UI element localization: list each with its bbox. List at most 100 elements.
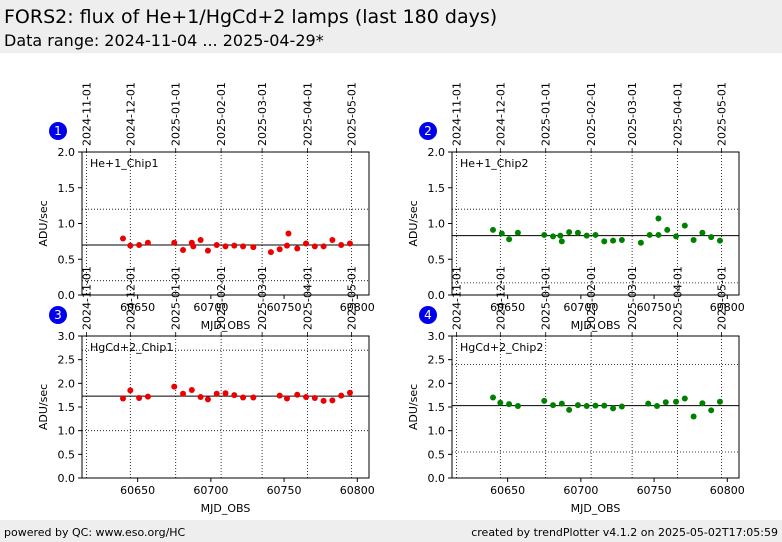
- date-tick-label: 2024-11-01: [80, 266, 93, 330]
- panel-number: 3: [54, 308, 62, 322]
- x-tick-label: 60700: [193, 301, 228, 314]
- data-point: [222, 390, 229, 397]
- data-point: [250, 394, 257, 401]
- panel-number: 1: [54, 124, 62, 138]
- date-tick-label: 2025-03-01: [256, 266, 269, 330]
- date-tick-label: 2025-04-01: [672, 82, 685, 146]
- data-point: [250, 244, 257, 251]
- y-axis-label: ADU/sec: [37, 200, 50, 246]
- data-point: [346, 240, 353, 247]
- y-tick-label: 0.5: [58, 448, 76, 461]
- data-point: [197, 236, 204, 243]
- y-tick-label: 1.5: [428, 182, 446, 195]
- data-point: [610, 405, 617, 412]
- data-point: [120, 235, 126, 242]
- date-tick-label: 2025-02-01: [215, 82, 228, 146]
- data-point: [120, 395, 126, 402]
- data-point: [566, 229, 573, 236]
- data-point: [204, 396, 211, 403]
- data-point: [566, 406, 573, 413]
- data-point: [716, 398, 723, 405]
- data-point: [655, 231, 662, 238]
- panel-4: 2024-11-01 2024-12-01 2025-01-01 2025-02-01…: [407, 266, 745, 515]
- data-point: [637, 239, 644, 246]
- data-point: [171, 383, 178, 390]
- y-axis-label: ADU/sec: [407, 200, 420, 246]
- date-tick-label: 2025-01-01: [540, 82, 553, 146]
- data-point: [294, 391, 301, 398]
- page-subtitle: Data range: 2024-11-04 ... 2025-04-29*: [4, 31, 324, 50]
- panel-number: 2: [424, 124, 432, 138]
- data-point: [601, 238, 608, 245]
- plot-frame: [81, 335, 370, 479]
- data-point: [303, 394, 310, 401]
- x-tick-label: 60700: [563, 484, 598, 497]
- y-tick-label: 3.0: [58, 330, 76, 343]
- x-tick-label: 60800: [710, 301, 745, 314]
- data-point: [284, 395, 290, 402]
- date-tick-label: 2025-03-01: [626, 82, 639, 146]
- data-point: [690, 413, 697, 420]
- data-point: [654, 403, 660, 410]
- data-point: [646, 231, 653, 238]
- page-title: FORS2: flux of He+1/HgCd+2 lamps (last 1…: [4, 6, 498, 28]
- footer-credit-link[interactable]: powered by QC: www.eso.org/HC: [4, 526, 186, 539]
- data-point: [144, 393, 151, 400]
- data-point: [136, 241, 143, 248]
- data-point: [558, 400, 565, 407]
- header-bar: FORS2: flux of He+1/HgCd+2 lamps (last 1…: [0, 0, 782, 53]
- date-tick-label: 2025-05-01: [345, 266, 358, 330]
- date-tick-label: 2024-11-01: [450, 266, 463, 330]
- panel-label: HgCd+2_Chip1: [90, 341, 173, 354]
- x-tick-label: 60750: [267, 484, 302, 497]
- data-point: [550, 233, 557, 240]
- y-tick-label: 2.5: [58, 354, 76, 367]
- x-tick-label: 60650: [490, 484, 525, 497]
- data-point: [276, 392, 283, 399]
- y-tick-label: 2.0: [58, 146, 76, 159]
- y-tick-label: 1.0: [428, 425, 446, 438]
- date-tick-label: 2025-04-01: [302, 82, 315, 146]
- data-point: [699, 400, 706, 407]
- panel-number-badge: [49, 306, 67, 324]
- data-point: [583, 232, 590, 239]
- data-point: [311, 395, 318, 402]
- trend-charts: 2024-11-01 2024-12-01 2025-01-01 2025-02-01…: [37, 82, 745, 515]
- x-tick-label: 60800: [340, 301, 375, 314]
- data-point: [558, 238, 565, 245]
- y-tick-label: 2.0: [58, 377, 76, 390]
- date-tick-label: 2025-05-01: [715, 82, 728, 146]
- y-axis-label: ADU/sec: [37, 384, 50, 430]
- x-tick-label: 60750: [267, 301, 302, 314]
- data-point: [303, 240, 310, 247]
- x-tick-label: 60800: [710, 484, 745, 497]
- y-axis-label: ADU/sec: [407, 384, 420, 430]
- y-tick-label: 1.0: [58, 425, 76, 438]
- panel-2: 2024-11-01 2024-12-01 2025-01-01 2025-02-01…: [407, 82, 745, 332]
- data-point: [550, 402, 557, 409]
- date-tick-label: 2025-03-01: [626, 266, 639, 330]
- y-tick-label: 0.0: [58, 289, 76, 302]
- y-tick-label: 0.0: [58, 472, 76, 485]
- x-tick-label: 60650: [120, 301, 155, 314]
- data-point: [592, 402, 599, 409]
- panel-label: HgCd+2_Chip2: [460, 341, 543, 354]
- data-point: [338, 241, 345, 248]
- x-tick-label: 60800: [340, 484, 375, 497]
- y-tick-label: 2.0: [428, 146, 446, 159]
- data-point: [294, 245, 301, 252]
- date-tick-label: 2025-03-01: [256, 82, 269, 146]
- data-point: [490, 394, 496, 401]
- date-tick-label: 2025-01-01: [540, 266, 553, 330]
- data-point: [699, 229, 706, 236]
- data-point: [574, 402, 581, 409]
- data-point: [180, 390, 187, 397]
- y-tick-label: 0.0: [428, 289, 446, 302]
- data-point: [197, 394, 204, 401]
- data-point: [541, 231, 548, 238]
- data-point: [506, 236, 513, 243]
- data-point: [284, 242, 290, 249]
- data-point: [716, 237, 723, 244]
- x-tick-label: 60700: [193, 484, 228, 497]
- y-tick-label: 0.5: [428, 448, 446, 461]
